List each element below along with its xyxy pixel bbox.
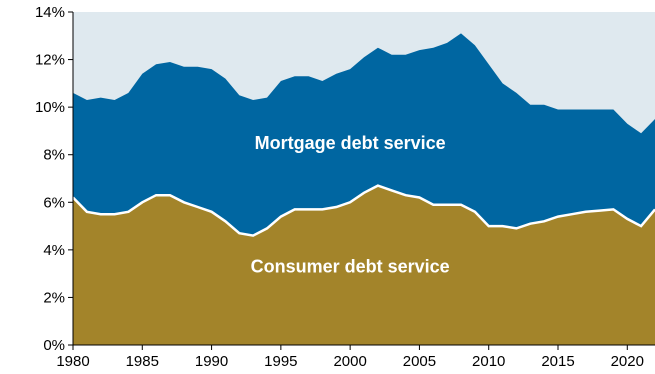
x-tick-label: 2015 bbox=[541, 353, 574, 370]
y-tick-label: 12% bbox=[35, 52, 65, 69]
x-tick-label: 1980 bbox=[56, 353, 89, 370]
x-tick-label: 2000 bbox=[333, 353, 366, 370]
x-tick-label: 2005 bbox=[403, 353, 436, 370]
y-tick-label: 6% bbox=[43, 194, 65, 211]
consumer-debt-service-area bbox=[73, 185, 655, 345]
y-tick-label: 2% bbox=[43, 289, 65, 306]
mortgage-debt-service-area bbox=[73, 33, 655, 236]
y-tick-label: 4% bbox=[43, 242, 65, 259]
x-axis-ticks: 1980 1985 1990 1995 2000 2005 2010 2015 2020 bbox=[56, 345, 644, 370]
y-tick-label: 14% bbox=[35, 4, 65, 21]
x-tick-label: 2010 bbox=[472, 353, 505, 370]
x-tick-label: 1985 bbox=[126, 353, 159, 370]
x-tick-label: 2020 bbox=[611, 353, 644, 370]
consumer-debt-service-label: Consumer debt service bbox=[251, 257, 450, 277]
y-tick-label: 0% bbox=[43, 337, 65, 354]
x-tick-label: 1990 bbox=[195, 353, 228, 370]
x-tick-label: 1995 bbox=[264, 353, 297, 370]
y-tick-label: 8% bbox=[43, 147, 65, 164]
series-separator-line bbox=[72, 184, 655, 237]
y-tick-label: 10% bbox=[35, 99, 65, 116]
mortgage-debt-service-label: Mortgage debt service bbox=[255, 133, 446, 153]
y-axis-ticks: 0% 2% 4% 6% 8% 10% 12% 14% bbox=[35, 4, 73, 354]
